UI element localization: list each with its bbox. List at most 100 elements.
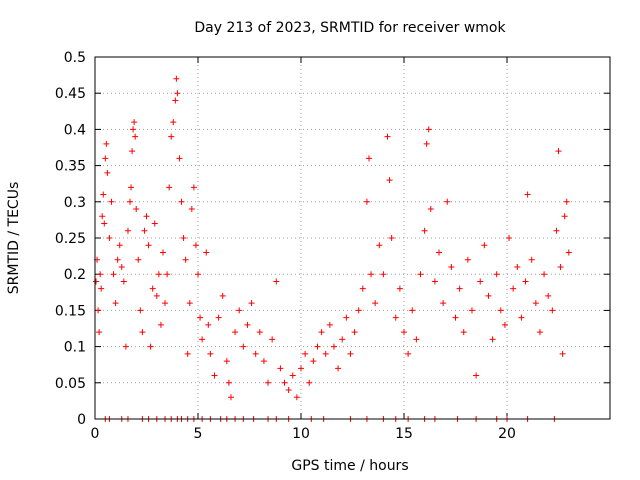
- data-point: [522, 278, 529, 285]
- data-point: [166, 184, 173, 191]
- x-axis-title: GPS time / hours: [291, 458, 408, 474]
- x-tick-label: 10: [292, 426, 310, 442]
- data-point: [330, 343, 337, 350]
- data-point: [236, 307, 243, 314]
- y-tick-label: 0.1: [64, 340, 86, 356]
- data-point: [506, 235, 513, 241]
- data-point: [227, 394, 234, 401]
- data-point: [96, 329, 103, 336]
- data-point: [481, 242, 488, 249]
- data-point: [116, 242, 123, 249]
- data-point: [155, 271, 162, 278]
- data-point: [456, 285, 463, 292]
- data-point: [256, 329, 263, 336]
- data-point: [186, 300, 193, 307]
- data-point: [524, 191, 531, 198]
- data-point: [219, 292, 226, 299]
- data-point: [162, 300, 169, 307]
- data-point: [368, 271, 375, 278]
- data-point: [326, 321, 333, 328]
- y-tick-label: 0.05: [55, 376, 86, 392]
- data-point: [174, 90, 181, 97]
- data-point: [97, 271, 104, 278]
- data-point: [168, 133, 175, 140]
- data-point: [130, 126, 137, 133]
- data-point: [380, 271, 387, 278]
- data-point: [355, 307, 362, 314]
- y-tick-label: 0.5: [64, 50, 86, 66]
- y-tick-label: 0.15: [55, 303, 86, 319]
- data-point: [501, 321, 508, 328]
- data-point: [173, 75, 180, 82]
- data-point: [386, 177, 393, 184]
- data-point: [493, 271, 500, 278]
- data-point: [559, 350, 566, 357]
- data-point: [314, 343, 321, 350]
- data-point: [545, 292, 552, 299]
- data-point: [306, 379, 313, 386]
- data-point: [413, 336, 420, 343]
- data-point: [289, 372, 296, 379]
- data-point: [98, 285, 105, 292]
- data-point: [135, 256, 142, 263]
- data-point: [197, 314, 204, 321]
- data-point: [240, 343, 247, 350]
- data-point: [153, 292, 160, 299]
- x-tick-label: 15: [395, 426, 413, 442]
- data-point: [448, 263, 455, 270]
- y-tick-label: 0.2: [64, 267, 86, 283]
- data-point: [473, 372, 480, 379]
- data-point: [114, 256, 121, 263]
- data-point: [190, 184, 197, 191]
- data-point: [339, 336, 346, 343]
- data-point: [100, 191, 107, 198]
- data-point: [260, 358, 267, 365]
- data-point: [298, 365, 304, 372]
- data-point: [285, 387, 292, 394]
- data-point: [421, 227, 428, 234]
- data-point: [127, 198, 134, 205]
- data-point: [281, 379, 288, 386]
- data-point: [131, 119, 138, 126]
- data-point: [207, 350, 214, 357]
- data-point: [211, 372, 218, 379]
- data-point: [265, 379, 272, 386]
- data-point: [137, 307, 144, 314]
- data-point: [363, 198, 370, 205]
- data-point: [176, 155, 183, 162]
- data-points: [93, 75, 572, 422]
- data-point: [180, 235, 187, 241]
- data-point: [409, 307, 416, 314]
- data-point: [112, 300, 119, 307]
- data-point: [157, 321, 164, 328]
- data-point: [277, 365, 284, 372]
- data-point: [431, 278, 438, 285]
- data-point: [497, 307, 504, 314]
- data-point: [149, 285, 156, 292]
- data-point: [343, 314, 350, 321]
- x-tick-label: 20: [498, 426, 516, 442]
- data-point: [436, 249, 443, 256]
- data-point: [223, 358, 230, 365]
- data-point: [310, 358, 317, 365]
- y-tick-label: 0.45: [55, 86, 86, 102]
- data-point: [188, 206, 195, 213]
- data-point: [460, 329, 467, 336]
- data-point: [532, 300, 539, 307]
- data-point: [347, 350, 354, 357]
- data-point: [335, 365, 342, 372]
- data-point: [489, 336, 496, 343]
- data-point: [541, 271, 548, 278]
- y-axis-title: SRMTID / TECUs: [6, 182, 22, 295]
- grid-lines: [95, 57, 610, 419]
- data-point: [549, 307, 556, 314]
- data-point: [195, 271, 201, 278]
- data-point: [203, 249, 210, 256]
- data-point: [485, 292, 492, 299]
- data-point: [401, 329, 407, 336]
- data-point: [106, 235, 113, 241]
- data-point: [141, 227, 148, 234]
- data-point: [553, 227, 560, 234]
- plot-frame: [94, 56, 611, 420]
